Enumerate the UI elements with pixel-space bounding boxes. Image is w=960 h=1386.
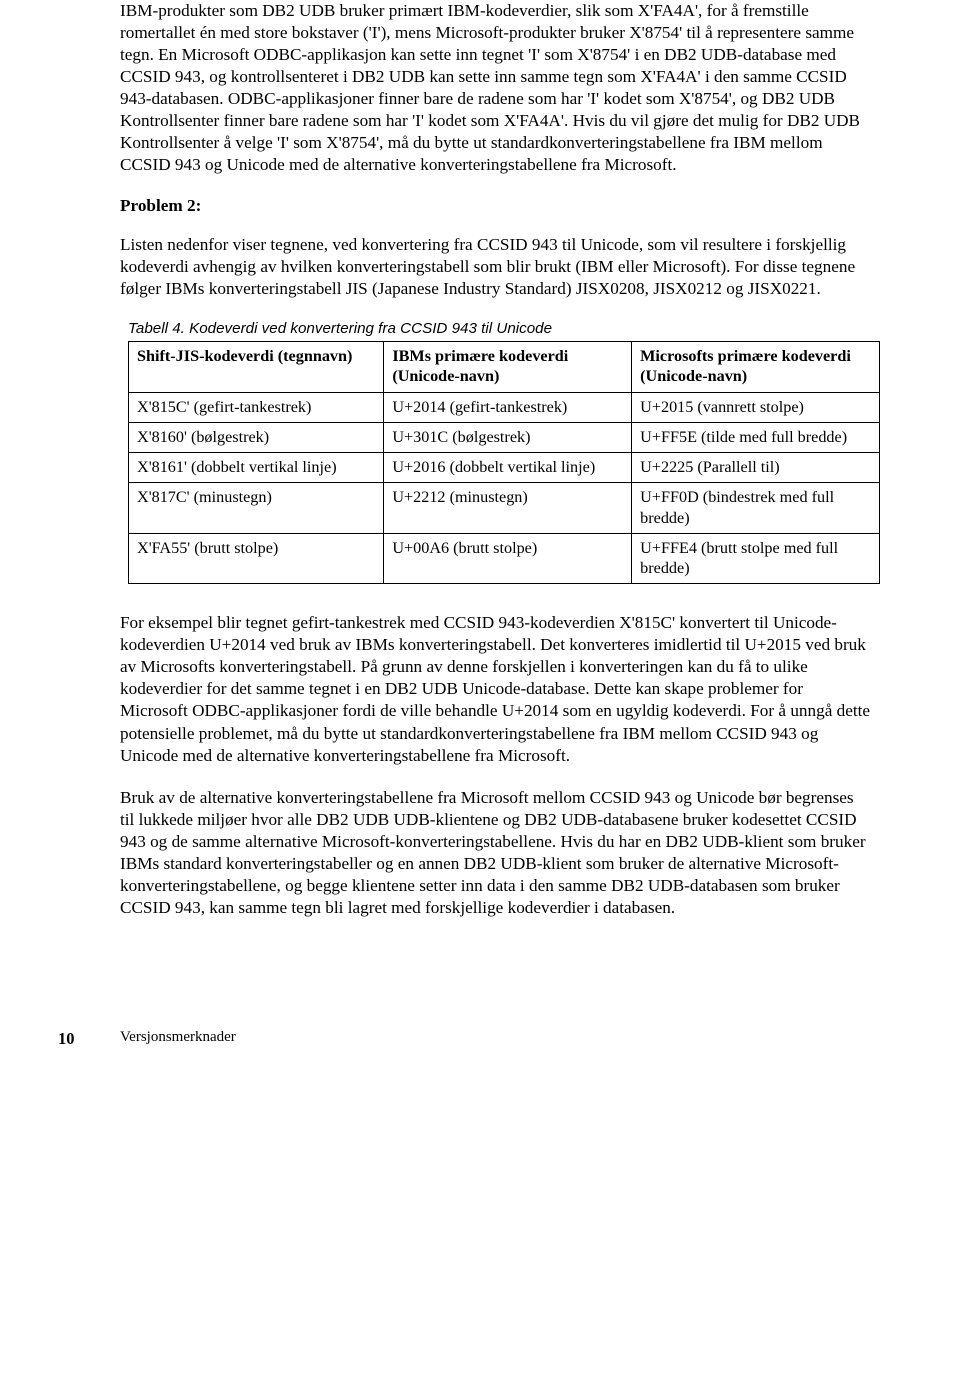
table-cell: X'817C' (minustegn): [129, 483, 384, 534]
table-cell: U+301C (bølgestrek): [384, 422, 632, 452]
table-header-cell: Microsofts primære kodeverdi (Unicode-na…: [632, 342, 880, 393]
table-cell: U+FFE4 (brutt stolpe med full bredde): [632, 533, 880, 584]
table-cell: U+2014 (gefirt-tankestrek): [384, 392, 632, 422]
table-row: X'817C' (minustegn) U+2212 (minustegn) U…: [129, 483, 880, 534]
paragraph-1: IBM-produkter som DB2 UDB bruker primært…: [120, 0, 872, 176]
table-header-row: Shift-JIS-kodeverdi (tegnnavn) IBMs prim…: [129, 342, 880, 393]
table-cell: U+2225 (Parallell til): [632, 453, 880, 483]
page-number: 10: [58, 1029, 75, 1049]
paragraph-4: Bruk av de alternative konverteringstabe…: [120, 787, 872, 919]
table-cell: U+FF5E (tilde med full bredde): [632, 422, 880, 452]
table-cell: U+2212 (minustegn): [384, 483, 632, 534]
paragraph-3: For eksempel blir tegnet gefirt-tankestr…: [120, 612, 872, 766]
table-cell: U+FF0D (bindestrek med full bredde): [632, 483, 880, 534]
table-header-cell: Shift-JIS-kodeverdi (tegnnavn): [129, 342, 384, 393]
conversion-table: Shift-JIS-kodeverdi (tegnnavn) IBMs prim…: [128, 341, 880, 584]
footer-text: Versjonsmerknader: [120, 1029, 236, 1045]
table-header-cell: IBMs primære kodeverdi (Unicode-navn): [384, 342, 632, 393]
table-cell: X'815C' (gefirt-tankestrek): [129, 392, 384, 422]
problem-heading: Problem 2:: [120, 196, 872, 216]
table-row: X'8160' (bølgestrek) U+301C (bølgestrek)…: [129, 422, 880, 452]
table-cell: X'8160' (bølgestrek): [129, 422, 384, 452]
table-caption: Tabell 4. Kodeverdi ved konvertering fra…: [128, 320, 872, 337]
paragraph-2: Listen nedenfor viser tegnene, ved konve…: [120, 234, 872, 300]
table-row: X'815C' (gefirt-tankestrek) U+2014 (gefi…: [129, 392, 880, 422]
table-row: X'FA55' (brutt stolpe) U+00A6 (brutt sto…: [129, 533, 880, 584]
table-cell: U+00A6 (brutt stolpe): [384, 533, 632, 584]
page-content: IBM-produkter som DB2 UDB bruker primært…: [0, 0, 960, 1086]
table-cell: U+2015 (vannrett stolpe): [632, 392, 880, 422]
table-cell: U+2016 (dobbelt vertikal linje): [384, 453, 632, 483]
table-cell: X'8161' (dobbelt vertikal linje): [129, 453, 384, 483]
table-row: X'8161' (dobbelt vertikal linje) U+2016 …: [129, 453, 880, 483]
table-cell: X'FA55' (brutt stolpe): [129, 533, 384, 584]
page-footer: 10 Versjonsmerknader: [120, 1029, 872, 1046]
